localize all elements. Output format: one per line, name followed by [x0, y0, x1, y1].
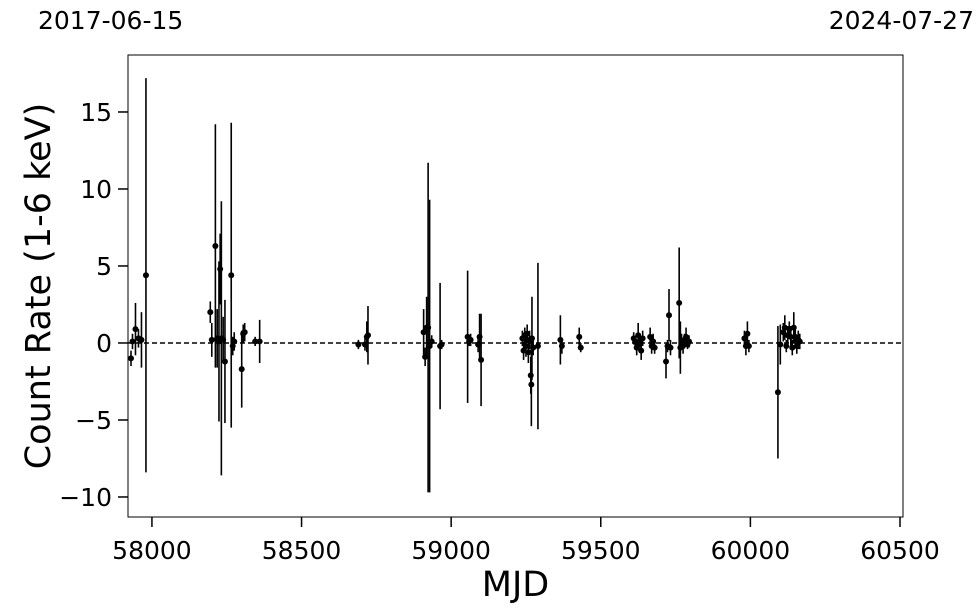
data-point: [647, 333, 654, 340]
data-point: [639, 335, 646, 342]
data-point: [229, 343, 236, 350]
data-point: [683, 333, 690, 340]
x-tick-label: 60500: [860, 536, 940, 565]
data-point: [425, 324, 432, 331]
x-tick-label: 59000: [411, 536, 491, 565]
data-point: [522, 343, 529, 350]
data-point: [528, 335, 535, 342]
data-point: [741, 335, 748, 342]
data-point: [208, 336, 215, 343]
data-point: [138, 336, 145, 343]
axes-frame: [127, 54, 904, 518]
data-point: [217, 266, 224, 273]
y-tick-label: 10: [80, 175, 112, 204]
x-axis-ticks: 58000 58500 59000 59500 60000 60500: [112, 517, 940, 565]
data-point: [667, 344, 674, 351]
data-point: [142, 272, 149, 279]
data-point: [467, 336, 474, 343]
y-tick-label: 5: [96, 252, 112, 281]
data-point: [633, 344, 640, 351]
data-point: [238, 366, 245, 373]
data-point: [478, 356, 485, 363]
data-point: [530, 344, 537, 351]
data-point: [220, 336, 227, 343]
data-point: [651, 344, 658, 351]
y-axis-ticks: −10 −5 0 5 10 15: [59, 98, 128, 512]
data-point: [663, 358, 670, 365]
y-tick-label: 0: [96, 329, 112, 358]
y-tick-label: −10: [59, 483, 112, 512]
error-bars: [130, 78, 801, 493]
y-axis-label: Count Rate (1-6 keV): [19, 103, 59, 470]
data-point: [132, 326, 139, 333]
data-point: [534, 343, 541, 350]
data-point: [793, 343, 800, 350]
data-point: [420, 329, 427, 336]
data-point: [241, 329, 248, 336]
data-point: [780, 329, 787, 336]
x-tick-label: 58500: [262, 536, 342, 565]
end-date-label: 2024-07-27: [828, 6, 974, 35]
data-point: [557, 336, 564, 343]
data-point: [476, 333, 483, 340]
data-point: [426, 343, 433, 350]
data-point: [676, 299, 683, 306]
data-point: [558, 343, 565, 350]
y-tick-label: −5: [75, 406, 112, 435]
data-point: [127, 355, 134, 362]
data-point: [525, 349, 532, 356]
data-point: [635, 332, 642, 339]
data-point: [744, 330, 751, 337]
x-tick-label: 59500: [561, 536, 641, 565]
data-point: [528, 381, 535, 388]
start-date-label: 2017-06-15: [38, 6, 184, 35]
data-markers: [127, 242, 803, 396]
x-tick-label: 60000: [711, 536, 791, 565]
data-point: [228, 272, 235, 279]
data-point: [774, 389, 781, 396]
data-point: [745, 343, 752, 350]
data-point: [787, 333, 794, 340]
data-point: [666, 312, 673, 319]
data-point: [212, 242, 219, 249]
data-point: [221, 358, 228, 365]
data-point: [527, 372, 534, 379]
data-point: [520, 347, 527, 354]
data-point: [422, 353, 429, 360]
x-tick-label: 58000: [112, 536, 192, 565]
data-point: [577, 344, 584, 351]
y-tick-label: 15: [80, 98, 112, 127]
data-point: [364, 332, 371, 339]
data-point: [207, 309, 214, 316]
data-point: [790, 324, 797, 331]
x-axis-label: MJD: [482, 565, 549, 605]
data-point: [638, 347, 645, 354]
data-point: [783, 343, 790, 350]
data-point: [576, 333, 583, 340]
data-point: [524, 330, 531, 337]
